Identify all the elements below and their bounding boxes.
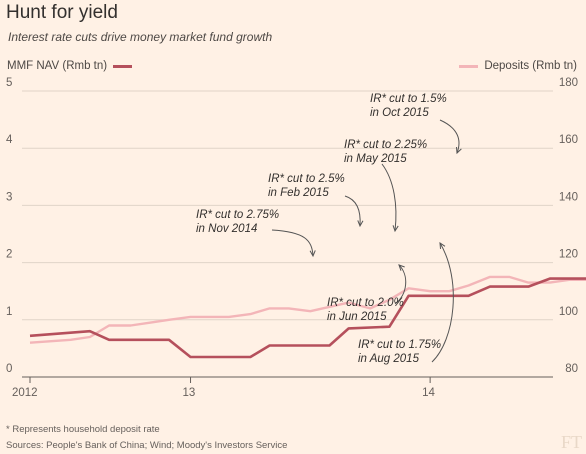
x-tick-label: 13: [183, 387, 196, 399]
legend-deposits: Deposits (Rmb tn): [453, 60, 577, 72]
y-left-tick-label: 5: [6, 77, 12, 89]
y-right-tick-label: 100: [559, 306, 578, 318]
annotation-label: in May 2015: [344, 153, 407, 165]
y-left-tick-label: 4: [6, 134, 13, 146]
legend-mmf: MMF NAV (Rmb tn): [7, 60, 138, 72]
annotation-label: in Jun 2015: [327, 311, 387, 323]
annotation-arrowhead: [456, 146, 462, 155]
y-right-tick-label: 180: [559, 77, 578, 89]
y-right-tick-label: 120: [559, 249, 578, 261]
x-tick-label: 14: [422, 387, 435, 399]
y-right-tick-label: 80: [565, 363, 578, 375]
annotation-label: in Aug 2015: [358, 353, 420, 365]
legend-mmf-swatch: [113, 64, 133, 68]
annotation-arrowhead: [392, 225, 399, 233]
chart-title: Hunt for yield: [6, 2, 118, 23]
legend-deposits-swatch: [459, 64, 479, 68]
y-left-tick-label: 1: [6, 306, 12, 318]
annotation-label: in Oct 2015: [370, 107, 429, 119]
annotation-label: in Nov 2014: [196, 223, 257, 235]
annotation-arrow: [381, 163, 397, 232]
deposits-series-line: [29, 275, 586, 344]
y-left-tick-label: 3: [6, 191, 12, 203]
source-note: Sources: People's Bank of China; Wind; M…: [6, 440, 288, 451]
annotation-arrow: [431, 242, 454, 363]
ft-logo: FT: [560, 432, 582, 452]
annotation-arrowhead: [357, 220, 364, 228]
footnote: * Represents household deposit rate: [6, 424, 160, 435]
annotation-arrowhead: [398, 264, 405, 271]
annotation-label: IR* cut to 2.75%: [196, 209, 279, 221]
chart-subtitle: Interest rate cuts drive money market fu…: [8, 30, 273, 44]
mmf-series-line: [29, 277, 586, 359]
y-right-tick-label: 160: [559, 134, 578, 146]
y-right-tick-label: 140: [559, 191, 578, 203]
y-left-tick-label: 2: [6, 249, 12, 261]
annotation-label: IR* cut to 2.5%: [268, 173, 345, 185]
annotation-arrow: [394, 264, 407, 305]
annotation-label: in Feb 2015: [268, 187, 329, 199]
annotation-arrowhead: [309, 250, 316, 258]
annotation-arrow: [439, 119, 460, 154]
y-left-tick-label: 0: [6, 363, 12, 375]
x-tick-label: 2012: [12, 387, 38, 399]
legend-mmf-label: MMF NAV (Rmb tn): [7, 60, 108, 72]
annotation-label: IR* cut to 1.5%: [370, 93, 447, 105]
annotation-arrow: [344, 195, 361, 227]
legend-deposits-label: Deposits (Rmb tn): [484, 60, 577, 72]
annotation-arrow: [271, 229, 314, 257]
annotation-label: IR* cut to 1.75%: [358, 339, 441, 351]
annotation-label: IR* cut to 2.0%: [327, 297, 404, 309]
annotation-arrowhead: [439, 242, 446, 250]
annotation-label: IR* cut to 2.25%: [344, 139, 427, 151]
